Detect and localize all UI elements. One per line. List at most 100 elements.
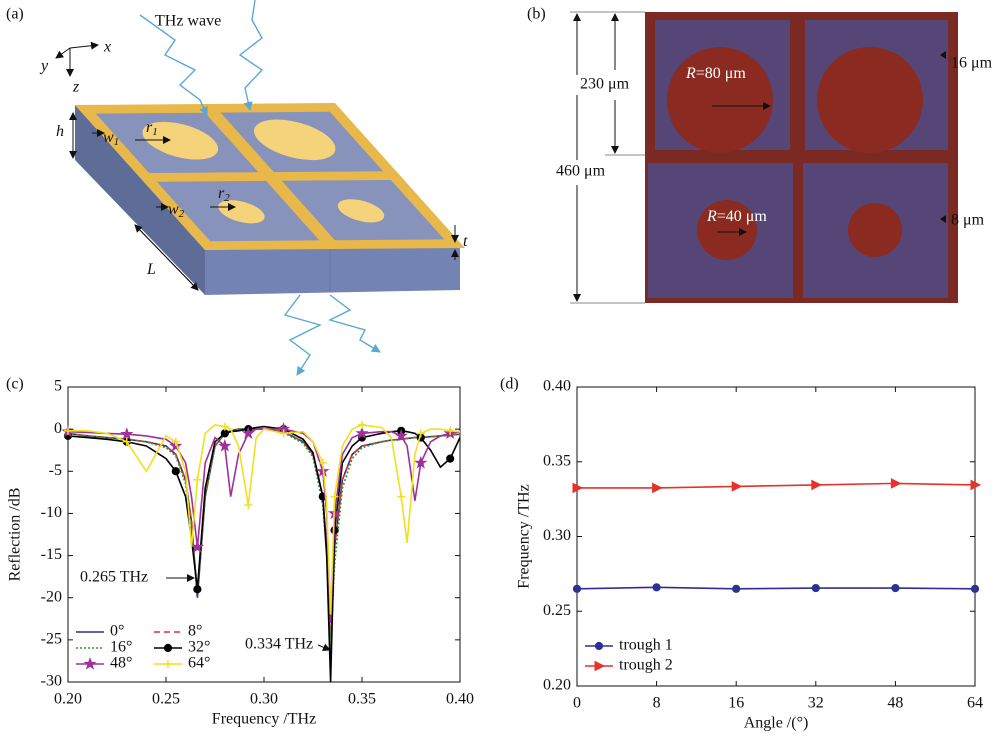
marker xyxy=(811,583,820,593)
axis-name: z xyxy=(72,79,80,96)
legend-label: 32° xyxy=(188,639,210,656)
dim-label: 16 μm xyxy=(951,55,993,72)
annotation: 0.265 THz xyxy=(80,569,148,586)
marker xyxy=(355,426,369,440)
y-tick-label: 0.35 xyxy=(543,452,571,469)
x-tick-label: 0.40 xyxy=(446,691,474,708)
marker xyxy=(220,429,229,438)
plot-frame xyxy=(576,386,976,687)
marker xyxy=(970,584,980,593)
marker xyxy=(572,584,582,593)
series-line xyxy=(576,586,976,590)
y-tick-label: 0.25 xyxy=(543,602,571,619)
legend-label: 16° xyxy=(110,639,132,656)
x-axis-label: Angle /(°) xyxy=(744,715,809,732)
marker xyxy=(330,492,339,501)
panel-label: (a) xyxy=(6,6,24,23)
marker xyxy=(122,437,131,446)
wave-label: THz wave xyxy=(155,13,221,30)
marker xyxy=(414,455,428,469)
dim-label: r1 xyxy=(146,119,158,138)
panel-b: (b) 230 μm 460 μm 16 μm 8 μm R=80 μm R=4… xyxy=(527,6,993,304)
marker xyxy=(190,540,205,553)
radius-label: R=40 μm xyxy=(706,208,767,225)
marker xyxy=(394,428,408,442)
marker xyxy=(218,438,232,452)
marker xyxy=(120,427,134,440)
wave-in xyxy=(139,14,208,116)
axis-arrow xyxy=(69,41,99,50)
dim-label: L xyxy=(146,261,156,278)
marker xyxy=(64,426,72,435)
dim-label: t xyxy=(463,233,468,250)
y-tick-label: -10 xyxy=(41,504,62,521)
marker xyxy=(416,429,425,438)
marker xyxy=(732,584,741,593)
marker xyxy=(446,426,455,435)
radius-label: R=80 μm xyxy=(685,65,746,82)
marker xyxy=(652,482,663,494)
dim-arrow xyxy=(940,51,946,59)
series-line xyxy=(577,482,976,489)
series-line xyxy=(67,428,461,649)
y-axis-label: Reflection /dB xyxy=(7,488,24,582)
x-tick-label: 0.20 xyxy=(54,691,82,708)
legend-marker xyxy=(164,660,172,668)
disk xyxy=(667,47,773,153)
marker xyxy=(572,482,584,494)
marker xyxy=(171,467,180,476)
label-bg xyxy=(575,75,637,95)
disk xyxy=(848,203,902,257)
legend-label: 48° xyxy=(110,655,132,672)
marker xyxy=(811,479,822,491)
marker xyxy=(970,479,982,491)
y-tick-label: 0 xyxy=(54,420,62,437)
legend-marker xyxy=(594,660,606,672)
dim-label: h xyxy=(56,123,64,140)
marker xyxy=(171,437,180,446)
label-bg xyxy=(553,162,615,182)
legend-marker xyxy=(594,641,604,651)
dim-label: r2 xyxy=(218,185,230,204)
annotation: 0.334 THz xyxy=(245,636,313,653)
y-axis-label: Frequency /THz xyxy=(516,484,533,588)
wave-out xyxy=(283,294,322,376)
wave-out xyxy=(328,294,381,353)
series-line xyxy=(67,428,461,649)
disk xyxy=(817,47,923,153)
x-tick-label: 64 xyxy=(967,695,983,712)
legend-marker xyxy=(83,656,97,670)
x-tick-label: 0.25 xyxy=(152,691,180,708)
dim-arrow xyxy=(940,215,946,223)
dim-arrow xyxy=(134,224,199,291)
legend-label: trough 2 xyxy=(619,657,673,674)
legend-label: trough 1 xyxy=(619,637,673,654)
y-tick-label: 0.20 xyxy=(543,677,571,694)
marker xyxy=(890,478,902,489)
panel-a: (a) THz wave x y z xyxy=(6,0,468,376)
y-tick-label: -20 xyxy=(41,588,62,605)
y-tick-label: 0.30 xyxy=(543,527,571,544)
marker xyxy=(446,454,455,463)
wave-in xyxy=(238,0,264,111)
marker xyxy=(220,422,229,431)
legend-label: 64° xyxy=(188,655,210,672)
dim-label: 230 μm xyxy=(580,76,630,93)
marker xyxy=(731,481,743,492)
plot-frame xyxy=(67,386,461,683)
series-line xyxy=(67,428,461,624)
slab-side xyxy=(75,105,205,295)
x-tick-label: 0 xyxy=(573,695,581,712)
y-tick-label: 5 xyxy=(54,378,62,395)
panel-label: (b) xyxy=(527,6,546,23)
y-tick-label: 0.40 xyxy=(543,378,571,395)
dim-label: w1 xyxy=(103,129,119,148)
x-tick-label: 0.35 xyxy=(348,691,376,708)
marker xyxy=(241,426,256,440)
dim-label: w2 xyxy=(168,201,185,220)
x-tick-label: 32 xyxy=(808,695,824,712)
marker xyxy=(279,429,288,438)
marker xyxy=(358,420,366,429)
dim-label: 8 μm xyxy=(951,212,985,229)
